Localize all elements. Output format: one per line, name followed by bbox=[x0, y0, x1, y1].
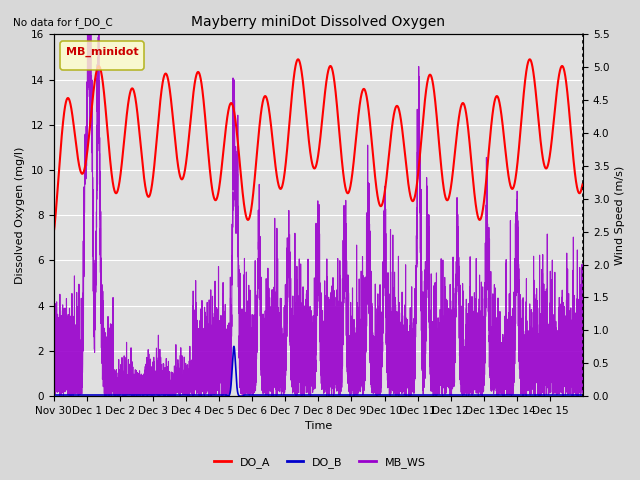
Y-axis label: Wind Speed (m/s): Wind Speed (m/s) bbox=[615, 166, 625, 265]
Y-axis label: Dissolved Oxygen (mg/l): Dissolved Oxygen (mg/l) bbox=[15, 146, 25, 284]
Title: Mayberry miniDot Dissolved Oxygen: Mayberry miniDot Dissolved Oxygen bbox=[191, 15, 445, 29]
Legend: DO_A, DO_B, MB_WS: DO_A, DO_B, MB_WS bbox=[209, 452, 431, 472]
Legend:  bbox=[60, 41, 144, 70]
X-axis label: Time: Time bbox=[305, 421, 332, 432]
Text: No data for f_DO_C: No data for f_DO_C bbox=[13, 17, 113, 28]
